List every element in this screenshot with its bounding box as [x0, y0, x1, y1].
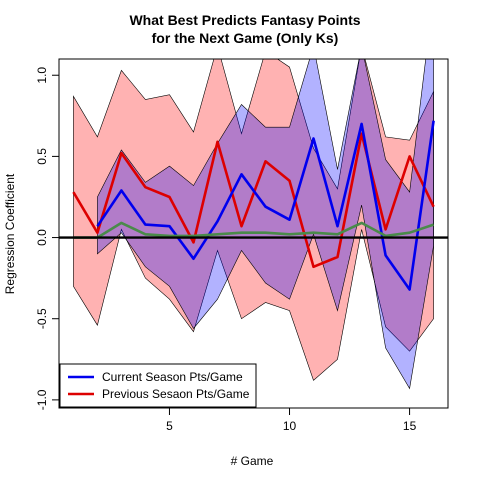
- legend-box: [59, 363, 257, 408]
- x-tick-label: 10: [283, 419, 297, 433]
- chart-title-line1: What Best Predicts Fantasy Points: [129, 12, 360, 28]
- chart-title-line2: for the Next Game (Only Ks): [152, 30, 339, 46]
- x-tick-label: 5: [166, 419, 173, 433]
- series-line-2: [73, 221, 435, 239]
- y-tick-label: -0.5: [35, 308, 49, 329]
- legend-label: Current Season Pts/Game: [102, 370, 243, 384]
- band-previous_ci: [73, 59, 434, 381]
- series-line-1: [96, 120, 435, 291]
- band-current_ci: [97, 59, 434, 390]
- y-tick-label: 0.5: [35, 148, 49, 165]
- y-axis-label: Regression Coefficient: [3, 173, 17, 294]
- legend: Current Season Pts/Game Previous Sesaon P…: [59, 363, 257, 408]
- series-line-0: [72, 132, 435, 269]
- legend-label: Previous Sesaon Pts/Game: [102, 387, 250, 401]
- axes: 5 10 15 -1.0 -0.5 0.0 0.5 1.0: [35, 58, 449, 433]
- y-tick-label: 1.0: [35, 67, 49, 84]
- plot-area: [59, 59, 448, 390]
- x-axis-label: # Game: [231, 454, 274, 468]
- y-tick-label: 0.0: [35, 229, 49, 246]
- x-tick-label: 15: [403, 419, 417, 433]
- y-tick-label: -1.0: [35, 389, 49, 410]
